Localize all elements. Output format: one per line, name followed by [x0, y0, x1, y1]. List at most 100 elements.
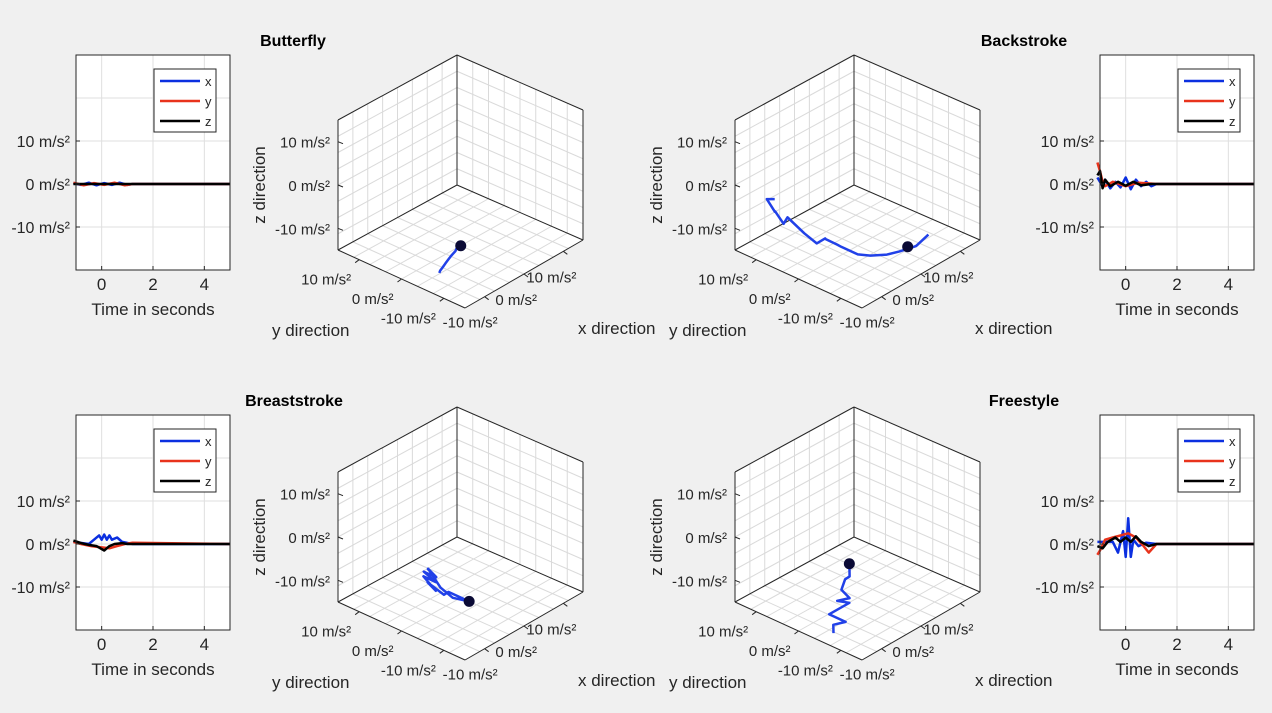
grid-line	[853, 119, 981, 176]
legend-label-y: y	[205, 94, 212, 109]
x-tick-label: 4	[1224, 275, 1233, 294]
y-tick-label: 10 m/s²	[301, 272, 351, 289]
z-tick-mark	[734, 579, 741, 583]
z-tick-mark	[337, 141, 344, 145]
trajectory-line	[765, 197, 930, 257]
x-tick-label: 10 m/s²	[526, 269, 576, 286]
grid-line	[456, 119, 584, 176]
grid-line	[853, 70, 981, 127]
x-axis-label: Time in seconds	[91, 300, 214, 319]
x-axis-label: x direction	[975, 671, 1052, 690]
z-tick-mark	[337, 536, 344, 540]
y-tick-label: 0 m/s²	[352, 643, 394, 660]
legend-label-z: z	[1229, 474, 1236, 489]
y-tick-mark	[397, 630, 402, 635]
y-tick-label: 0 m/s²	[1050, 537, 1095, 554]
y-tick-mark	[794, 278, 799, 283]
x-tick-mark	[960, 250, 965, 255]
y-tick-label: 0 m/s²	[1050, 177, 1095, 194]
legend-label-x: x	[1229, 434, 1236, 449]
grid-line	[441, 544, 569, 601]
grid-line	[456, 471, 584, 528]
grid-line	[734, 439, 855, 505]
axis-edge	[734, 54, 855, 121]
legend: xyz	[1177, 428, 1241, 493]
series-line-z	[1096, 535, 1254, 550]
y-tick-mark	[439, 297, 445, 302]
axis-edge	[734, 184, 855, 251]
axis-edge	[853, 184, 981, 241]
grid-line	[337, 119, 458, 186]
legend-label-z: z	[205, 114, 212, 129]
grid-line	[734, 119, 855, 186]
grid-line	[456, 87, 584, 143]
legend-label-y: y	[1229, 454, 1236, 469]
grid-line	[456, 70, 584, 127]
z-tick-mark	[734, 141, 741, 145]
current-position-marker	[455, 240, 467, 252]
legend: xyz	[153, 68, 217, 133]
trajectory-line	[422, 567, 470, 603]
x-tick-label: 0	[97, 275, 106, 294]
x-axis-label: x direction	[975, 319, 1052, 338]
y-tick-label: 0 m/s²	[749, 291, 791, 308]
z-axis-label: z direction	[647, 498, 666, 575]
chart-title: Butterfly	[260, 33, 326, 50]
series-line-x	[1097, 516, 1254, 559]
x-tick-mark	[523, 273, 529, 278]
z-tick-mark	[734, 184, 741, 188]
legend-label-x: x	[205, 434, 212, 449]
grid-line	[734, 103, 855, 170]
y-axis-label: y direction	[669, 673, 746, 692]
axis-edge	[337, 536, 458, 603]
axis-edge	[853, 536, 981, 593]
x-axis-label: Time in seconds	[1115, 300, 1238, 319]
grid-line	[337, 70, 458, 137]
grid-line	[838, 544, 966, 601]
floor-pane	[735, 537, 980, 660]
y-tick-label: -10 m/s²	[1035, 220, 1094, 237]
grid-line	[830, 225, 949, 294]
time-plot-7: 0 2 4 10 m/s² 0 m/s² -10 m/s² Time in seconds x…	[1035, 414, 1255, 679]
axis-edge	[337, 54, 458, 121]
x-tick-label: -10 m/s²	[840, 667, 895, 684]
x-tick-label: 0 m/s²	[892, 644, 934, 661]
x-tick-label: 0 m/s²	[495, 292, 537, 309]
y-tick-label: -10 m/s²	[778, 662, 833, 679]
x-tick-label: -10 m/s²	[443, 667, 498, 684]
time-plot-0: 0 2 4 10 m/s² 0 m/s² -10 m/s² Time in seconds x…	[11, 54, 231, 319]
grid-line	[734, 422, 855, 489]
x-axis-label: Time in seconds	[91, 660, 214, 679]
y-tick-label: 10 m/s²	[1041, 134, 1095, 151]
grid-line	[337, 471, 458, 538]
chart-title: Backstroke	[981, 33, 1067, 50]
z-tick-mark	[734, 536, 741, 540]
z-tick-mark	[337, 493, 344, 497]
axis-edge	[456, 54, 584, 111]
y-tick-label: 10 m/s²	[17, 494, 71, 511]
y-tick-mark	[354, 611, 360, 616]
chart-title: Breaststroke	[245, 393, 343, 410]
x-tick-label: 10 m/s²	[923, 269, 973, 286]
grid-line	[853, 439, 981, 495]
x-tick-label: 2	[148, 635, 157, 654]
x-tick-mark	[523, 625, 529, 630]
x-tick-label: 10 m/s²	[923, 621, 973, 638]
x-tick-label: 0	[97, 635, 106, 654]
axis-edge	[734, 406, 855, 473]
grid-line	[853, 103, 981, 160]
grid-line	[734, 87, 855, 153]
grid-line	[794, 217, 922, 275]
grid-line	[814, 218, 933, 287]
y-tick-label: 10 m/s²	[17, 134, 71, 151]
y-tick-label: -10 m/s²	[1035, 580, 1094, 597]
z-tick-mark	[734, 227, 741, 231]
axis-edge	[456, 406, 584, 463]
axis-edge	[337, 406, 458, 473]
z-tick-mark	[337, 227, 344, 231]
